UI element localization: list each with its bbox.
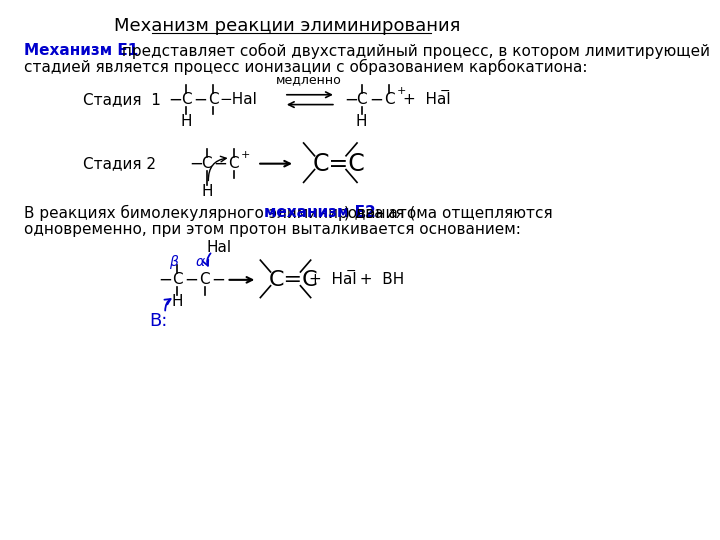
Text: Механизм реакции элиминирования: Механизм реакции элиминирования	[114, 17, 460, 35]
Text: одновременно, при этом протон выталкивается основанием:: одновременно, при этом протон выталкивае…	[24, 222, 521, 237]
Text: B:: B:	[150, 312, 168, 330]
Text: −: −	[212, 271, 225, 289]
Text: H: H	[356, 114, 367, 129]
Text: стадией является процесс ионизации с образованием карбокатиона:: стадией является процесс ионизации с обр…	[24, 59, 588, 75]
Text: +  Hal: + Hal	[403, 92, 451, 107]
Text: −: −	[344, 91, 358, 109]
Text: −Hal: −Hal	[220, 92, 257, 107]
Text: −: −	[193, 91, 207, 109]
Text: ) два атома отщепляются: ) два атома отщепляются	[343, 205, 552, 220]
Text: C: C	[384, 92, 395, 107]
Text: +  BH: + BH	[350, 272, 404, 287]
Text: −: −	[213, 154, 228, 173]
Text: −: −	[346, 265, 356, 278]
Text: −: −	[168, 91, 182, 109]
Text: C: C	[181, 92, 192, 107]
Text: +  Hal: + Hal	[309, 272, 356, 287]
Text: C: C	[199, 272, 210, 287]
Text: −: −	[158, 271, 172, 289]
Text: Стадия  1: Стадия 1	[83, 92, 161, 107]
Text: C: C	[172, 272, 182, 287]
Text: H: H	[171, 294, 183, 309]
Text: C=C: C=C	[313, 152, 366, 176]
Text: −: −	[439, 85, 450, 98]
Text: α: α	[196, 255, 205, 269]
Text: C: C	[208, 92, 219, 107]
Text: медленно: медленно	[276, 73, 342, 86]
Text: H: H	[181, 114, 192, 129]
Text: H: H	[201, 184, 212, 199]
Text: В реакциях бимолекулярного элиминирования (: В реакциях бимолекулярного элиминировани…	[24, 205, 415, 221]
Text: Hal: Hal	[207, 240, 232, 255]
Text: +: +	[240, 150, 250, 160]
Text: C=C: C=C	[269, 270, 319, 290]
Text: Механизм E1: Механизм E1	[24, 43, 138, 58]
Text: Стадия 2: Стадия 2	[83, 156, 156, 171]
Text: C: C	[202, 156, 212, 171]
Text: C: C	[228, 156, 239, 171]
Text: представляет собой двухстадийный процесс, в котором лимитирующей: представляет собой двухстадийный процесс…	[117, 42, 709, 58]
Text: −: −	[369, 91, 383, 109]
Text: −: −	[184, 271, 198, 289]
Text: β: β	[168, 255, 178, 269]
Text: −: −	[189, 154, 203, 173]
Text: C: C	[356, 92, 367, 107]
Text: +: +	[396, 86, 405, 96]
Text: механизм E2: механизм E2	[264, 205, 376, 220]
